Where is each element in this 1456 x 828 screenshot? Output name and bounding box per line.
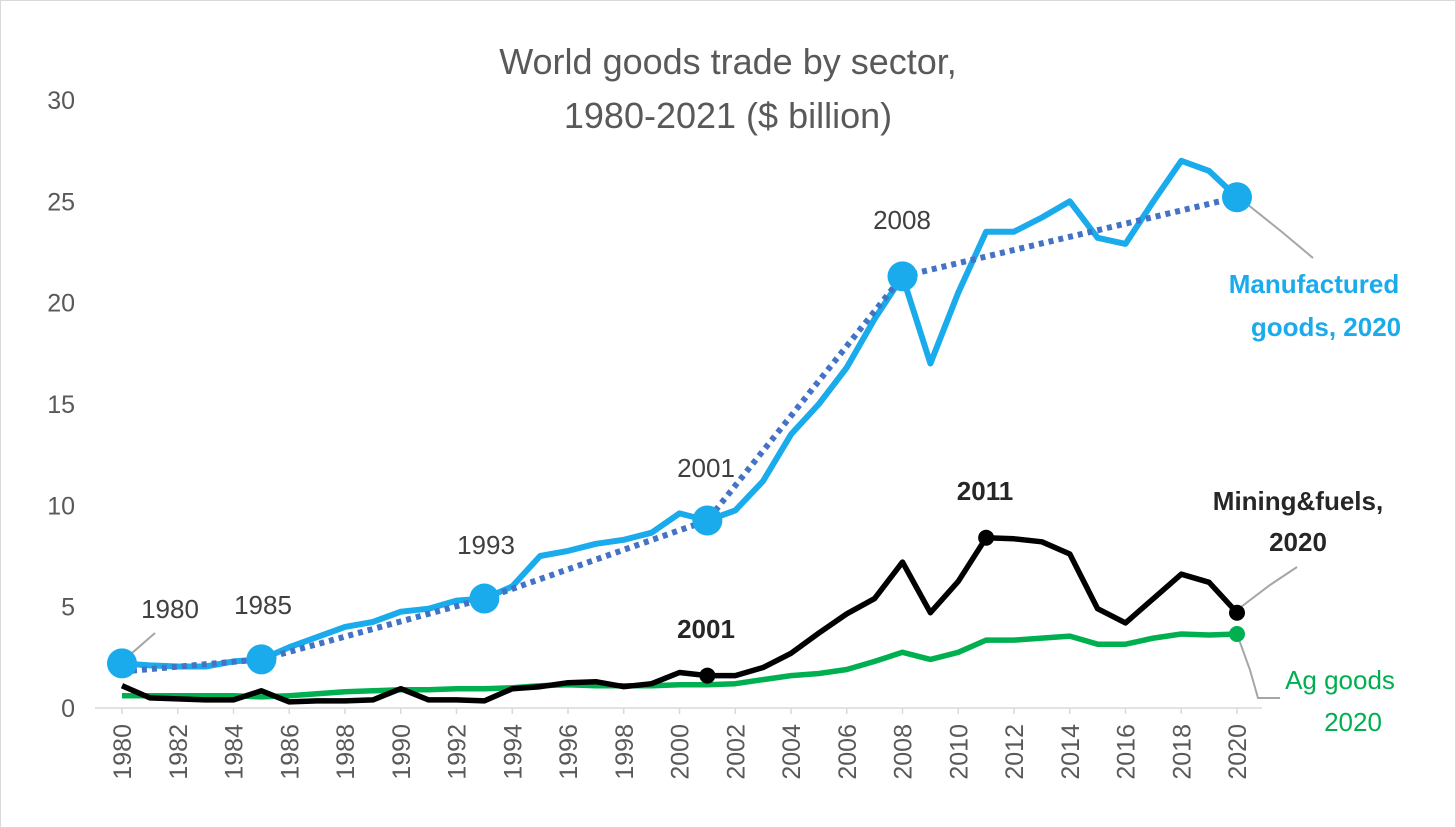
x-tick-label: 1992 [444, 724, 472, 780]
annotation-manu-1980: 1980 [141, 594, 199, 624]
annotation-mining-2001: 2001 [677, 614, 735, 644]
annotation-manu-2008: 2008 [873, 205, 931, 235]
x-tick-label: 1982 [165, 724, 193, 780]
x-tick-label: 1984 [221, 724, 249, 780]
x-tick-label: 1996 [555, 724, 583, 780]
leader-manufactured-2020 [1236, 195, 1314, 259]
x-tick-label: 1994 [499, 724, 527, 780]
annotation-manu-2001: 2001 [677, 453, 735, 483]
leader-mining-2020 [1236, 566, 1298, 611]
x-tick-label: 2014 [1057, 724, 1085, 780]
x-tick-label: 2004 [778, 724, 806, 780]
marker-manufactured-1985 [246, 644, 277, 675]
x-tick-label: 2016 [1113, 724, 1141, 780]
marker-manufactured-2020 [1222, 182, 1252, 213]
x-tick-label: 2008 [890, 724, 918, 780]
y-tick-label: 20 [47, 290, 75, 318]
y-tick-label: 0 [61, 695, 75, 723]
x-tick-label: 1980 [109, 724, 137, 780]
x-tick-label: 1986 [276, 724, 304, 780]
label-manufactured-line-1: Manufactured [1229, 269, 1399, 299]
x-tick-label: 2002 [722, 724, 750, 780]
marker-manufactured-1993 [469, 583, 500, 614]
label-mining-line-1: Mining&fuels, [1213, 486, 1383, 516]
marker-manufactured-2001 [692, 505, 723, 536]
y-tick-label: 5 [61, 594, 75, 622]
y-tick-label: 30 [47, 87, 75, 115]
x-tick-label: 2006 [834, 724, 862, 780]
x-tick-label: 2018 [1168, 724, 1196, 780]
x-tick-label: 2012 [1001, 724, 1029, 780]
x-tick-label: 2000 [667, 724, 695, 780]
series-line-ag [122, 631, 1238, 700]
marker-mining-2020 [1229, 604, 1245, 621]
marker-manufactured-1980 [107, 648, 137, 679]
label-mining-line-2: 2020 [1269, 527, 1327, 557]
markers-layer [107, 182, 1252, 684]
label-ag-line-2: 2020 [1324, 707, 1382, 737]
chart-title-line-2: 1980-2021 ($ billion) [564, 95, 892, 136]
marker-ag-2020 [1229, 626, 1245, 643]
x-tick-label: 2020 [1224, 724, 1252, 780]
x-axis-ticks: 1980 1982 1984 1986 1988 1990 1992 1994 1996 1998… [109, 708, 1252, 780]
series-line-mining [120, 535, 1240, 705]
annotation-manu-1985: 1985 [234, 590, 292, 620]
y-tick-label: 25 [47, 188, 75, 216]
x-tick-label: 2010 [945, 724, 973, 780]
chart-title-line-1: World goods trade by sector, [499, 41, 957, 82]
label-ag-line-1: Ag goods [1285, 665, 1395, 695]
y-tick-label: 15 [47, 391, 75, 419]
marker-mining-2001 [699, 667, 716, 684]
series-layer [120, 157, 1240, 705]
y-tick-label: 10 [47, 492, 75, 520]
label-manufactured-line-2: goods, 2020 [1251, 312, 1401, 342]
marker-mining-2011 [978, 529, 995, 546]
annotation-mining-2011: 2011 [957, 476, 1013, 506]
x-tick-label: 1990 [388, 724, 416, 780]
leader-ag-2020 [1236, 633, 1280, 699]
x-tick-label: 1988 [332, 724, 360, 780]
series-line-manufactured [121, 157, 1240, 670]
x-tick-label: 1998 [611, 724, 639, 780]
y-axis-ticks: 0 5 10 15 20 25 30 [47, 87, 75, 723]
annotation-manu-1993: 1993 [457, 530, 515, 560]
marker-manufactured-2008 [887, 261, 918, 292]
